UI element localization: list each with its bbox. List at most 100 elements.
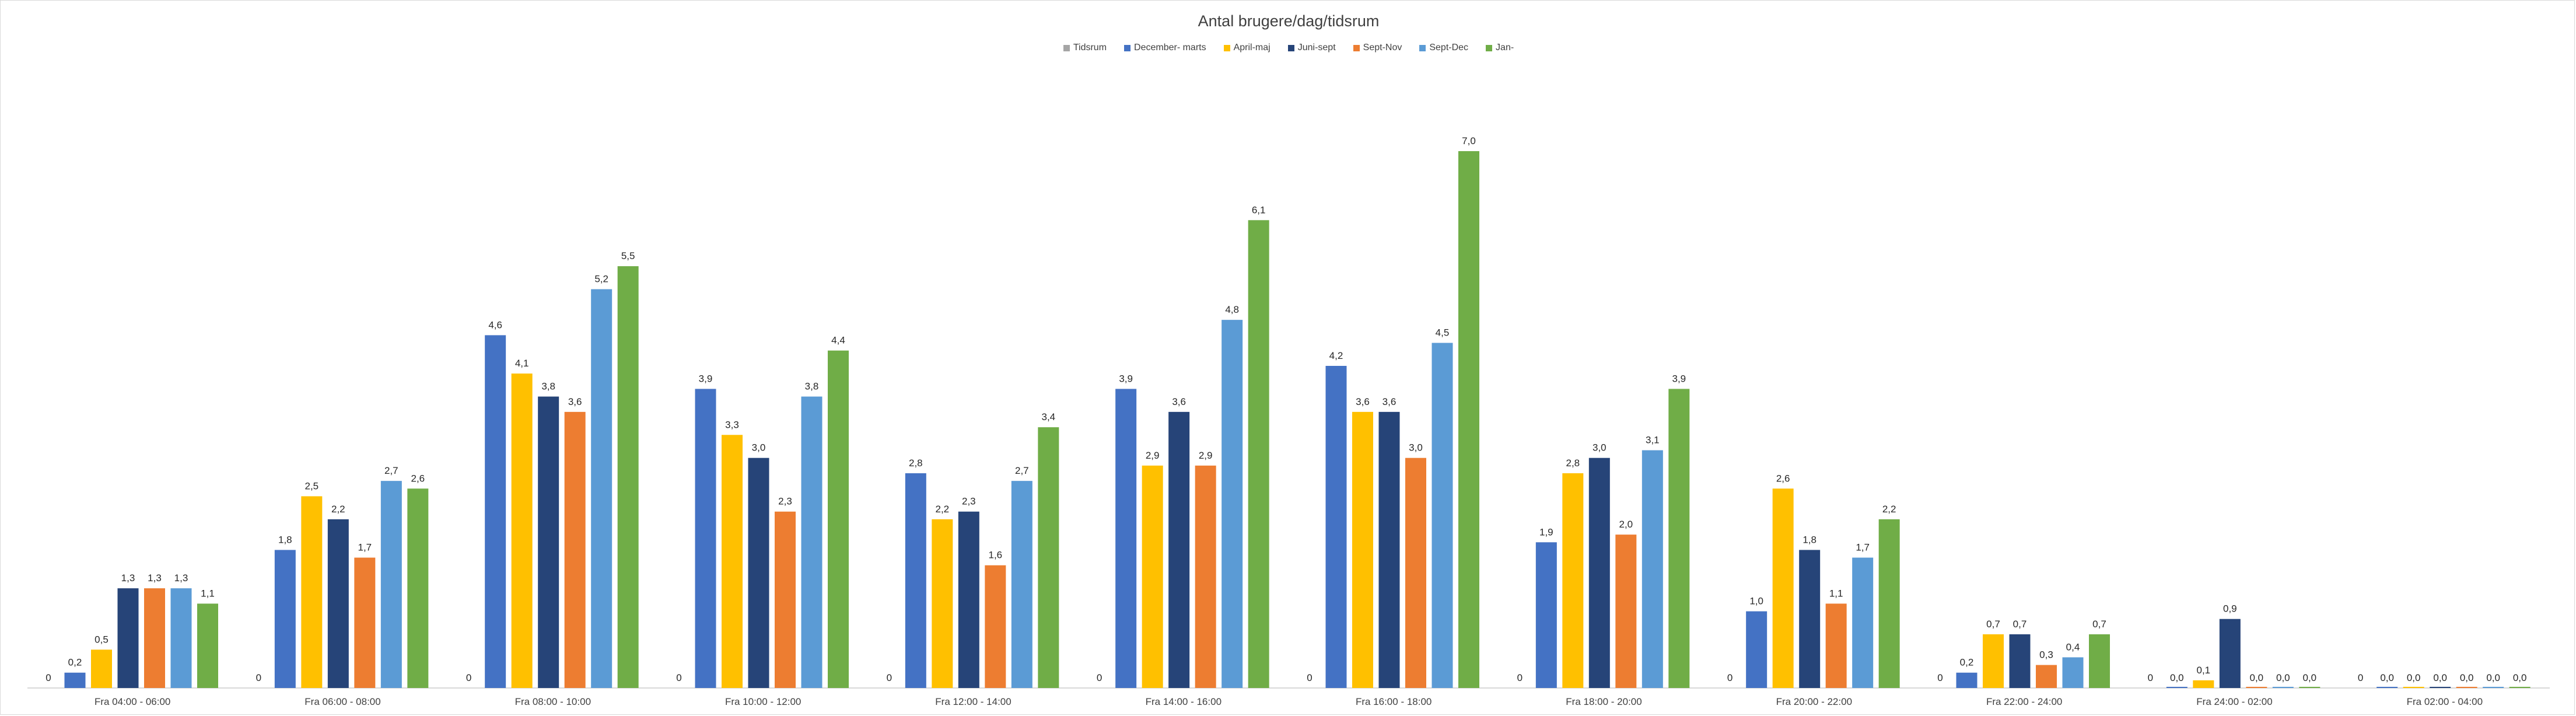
- data-label: 0,0: [2460, 672, 2474, 683]
- bar: [985, 565, 1006, 688]
- data-label: 3,9: [1119, 373, 1133, 384]
- legend: Tidsrum December- marts April-maj Juni-sept…: [1, 43, 2576, 53]
- data-label: 0,0: [2303, 672, 2317, 683]
- data-label: 0: [1307, 672, 1312, 683]
- bar: [1983, 634, 2004, 688]
- data-label: 2,9: [1146, 450, 1160, 461]
- bar: [2009, 634, 2031, 688]
- bar: [695, 389, 716, 688]
- legend-item: Sept-Nov: [1353, 43, 1402, 53]
- bar: [1458, 151, 1479, 688]
- data-label: 4,6: [488, 319, 502, 330]
- bar: [932, 519, 953, 688]
- legend-swatch: [1063, 44, 1070, 51]
- bar: [2219, 619, 2241, 688]
- bar: [617, 266, 639, 689]
- x-tick-label: Fra 14:00 - 16:00: [1146, 696, 1222, 707]
- data-label: 2,6: [1776, 473, 1790, 484]
- bar: [2272, 687, 2294, 688]
- bar: [170, 588, 192, 688]
- data-label: 3,6: [568, 396, 582, 407]
- bar: [1562, 473, 1584, 688]
- data-label: 0,0: [2486, 672, 2500, 683]
- bar: [722, 435, 743, 688]
- bar: [958, 511, 979, 688]
- data-label: 2,8: [1566, 457, 1580, 469]
- data-label: 2,2: [1882, 504, 1896, 515]
- data-label: 1,3: [121, 572, 135, 584]
- data-label: 2,7: [384, 465, 398, 476]
- bar: [1799, 550, 1821, 688]
- data-label: 0,2: [1960, 657, 1974, 668]
- data-label: 1,3: [148, 572, 162, 584]
- data-label: 5,5: [621, 250, 635, 261]
- bar: [1746, 611, 1768, 688]
- bar: [801, 396, 822, 688]
- data-label: 2,6: [411, 473, 425, 484]
- bar: [2166, 687, 2188, 688]
- data-label: 2,9: [1199, 450, 1213, 461]
- data-label: 4,8: [1225, 304, 1239, 315]
- data-label: 4,4: [831, 335, 845, 346]
- legend-item: Jan-: [1486, 43, 1514, 53]
- data-label: 2,7: [1015, 465, 1029, 476]
- bar: [1772, 488, 1794, 688]
- legend-label: December- marts: [1134, 43, 1206, 53]
- data-label: 0,0: [2276, 672, 2290, 683]
- data-label: 1,8: [1803, 534, 1817, 545]
- data-label: 0,0: [2170, 672, 2184, 683]
- bar: [1222, 320, 1243, 688]
- legend-item: Tidsrum: [1063, 43, 1107, 53]
- bar: [2376, 687, 2398, 688]
- data-label: 1,1: [1829, 588, 1843, 599]
- x-tick-label: Fra 16:00 - 18:00: [1356, 696, 1432, 707]
- data-label: 0: [256, 672, 261, 683]
- x-tick-label: Fra 20:00 - 22:00: [1776, 696, 1852, 707]
- legend-label: Sept-Nov: [1363, 43, 1402, 53]
- data-label: 3,1: [1646, 435, 1660, 446]
- data-label: 0,3: [2039, 649, 2053, 661]
- bar: [1168, 411, 1190, 688]
- data-label: 1,7: [358, 542, 372, 553]
- data-label: 6,1: [1252, 204, 1266, 215]
- data-label: 3,9: [699, 373, 713, 384]
- data-label: 3,8: [805, 381, 819, 392]
- bar: [1825, 603, 1847, 688]
- data-label: 1,9: [1539, 526, 1553, 537]
- data-label: 4,2: [1329, 350, 1343, 361]
- legend-item: April-maj: [1223, 43, 1270, 53]
- data-label: 0,5: [94, 634, 108, 645]
- bar: [1535, 542, 1557, 688]
- bar: [1195, 465, 1216, 688]
- bar: [327, 519, 349, 688]
- bar: [144, 588, 165, 688]
- bar: [91, 649, 112, 688]
- x-tick-label: Fra 18:00 - 20:00: [1566, 696, 1642, 707]
- data-label: 0: [46, 672, 51, 683]
- data-label: 0: [2358, 672, 2363, 683]
- bar: [2403, 687, 2424, 688]
- legend-swatch: [1287, 44, 1294, 51]
- data-label: 2,3: [962, 496, 976, 507]
- data-label: 0,1: [2197, 665, 2211, 676]
- bar: [301, 496, 323, 688]
- data-label: 4,5: [1436, 327, 1450, 338]
- legend-label: Jan-: [1496, 43, 1514, 53]
- data-label: 1,6: [989, 550, 1003, 561]
- data-label: 0: [1517, 672, 1522, 683]
- legend-swatch: [1223, 44, 1230, 51]
- bar: [564, 411, 586, 688]
- data-label: 1,7: [1856, 542, 1870, 553]
- bar: [2036, 665, 2057, 688]
- data-label: 0,4: [2066, 641, 2080, 652]
- bar: [2089, 634, 2110, 688]
- bar: [1142, 465, 1163, 688]
- legend-swatch: [1486, 44, 1493, 51]
- bar: [354, 557, 376, 688]
- bar: [1248, 220, 1269, 688]
- legend-swatch: [1353, 44, 1360, 51]
- legend-swatch: [1124, 44, 1131, 51]
- data-label: 0: [1937, 672, 1943, 683]
- data-label: 0: [887, 672, 892, 683]
- bar: [2509, 687, 2530, 688]
